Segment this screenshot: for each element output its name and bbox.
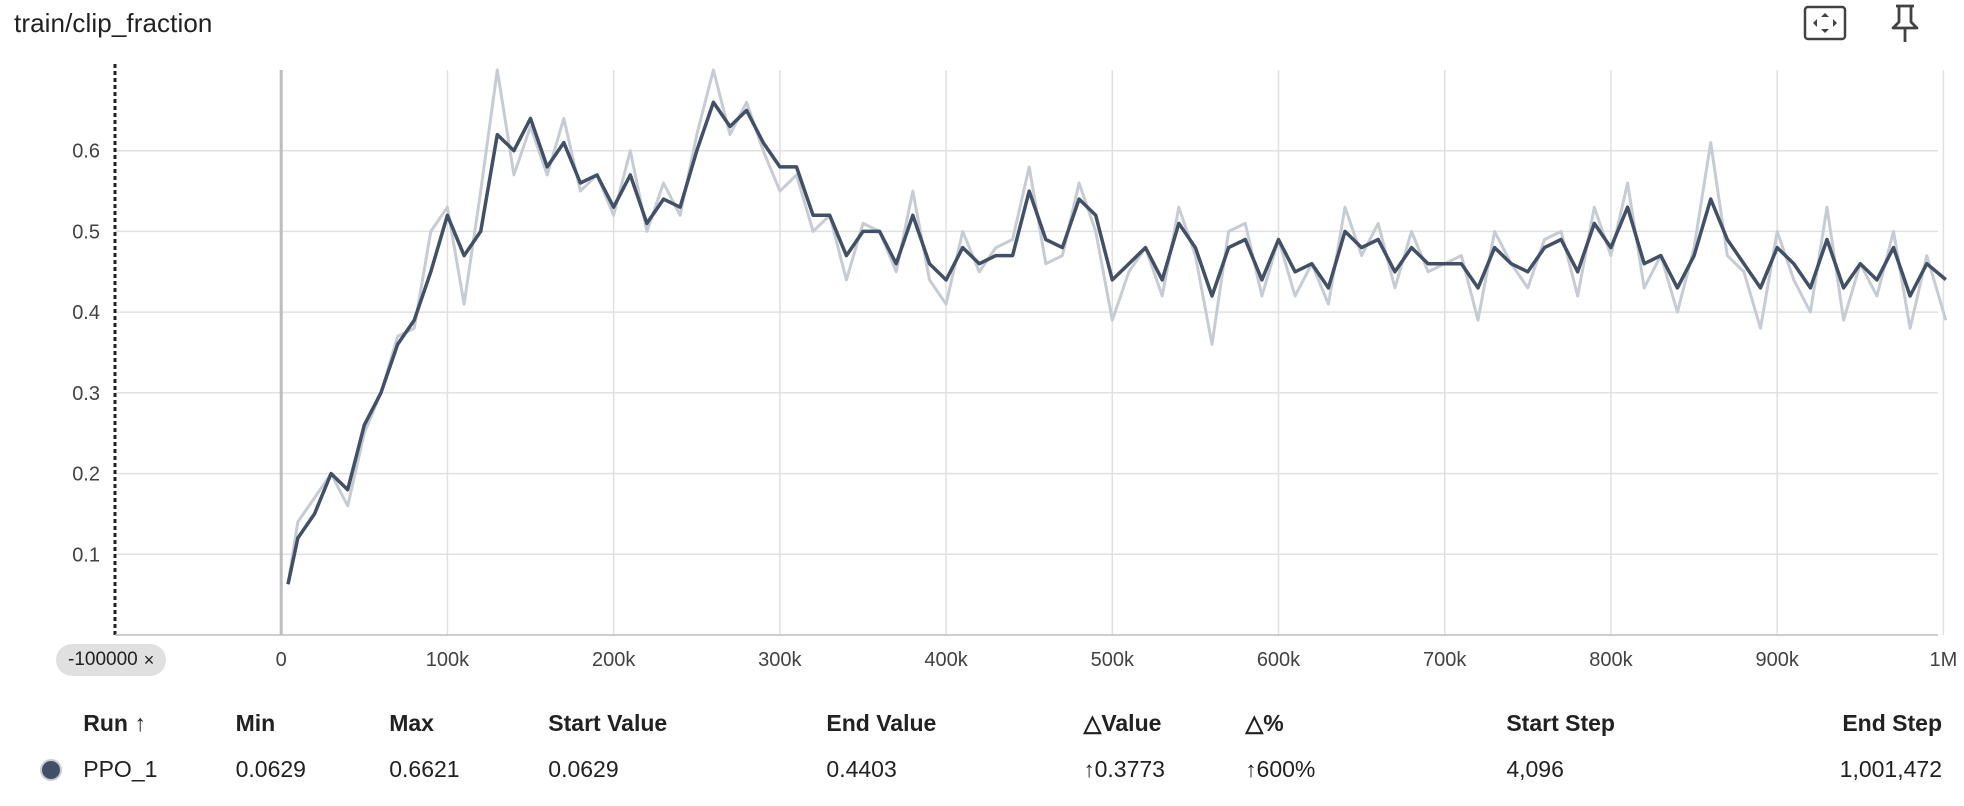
chart-title: train/clip_fraction xyxy=(14,8,213,38)
fit-to-screen-icon xyxy=(1803,5,1847,41)
line-chart[interactable]: 0.1 0.2 0.3 0.4 0.5 0.6 0 100k 200k 300k 400k 500k 6… xyxy=(0,60,1964,680)
x-tick-label: 700k xyxy=(1423,649,1467,671)
header-end-value[interactable]: End Value xyxy=(826,709,937,736)
cell-end-step: 1,001,472 xyxy=(1839,755,1942,782)
x-tick-label: 400k xyxy=(924,649,968,671)
cell-start-step: 4,096 xyxy=(1506,755,1564,782)
table-header-row: Run ↑ Min Max Start Value End Value △Val… xyxy=(0,700,1964,746)
x-tick-label: 100k xyxy=(426,649,470,671)
x-tick-label: 300k xyxy=(758,649,802,671)
range-chip-label: -100000 xyxy=(68,649,138,670)
header-max[interactable]: Max xyxy=(389,709,434,736)
y-tick-label: 0.3 xyxy=(72,383,100,405)
header-delta-value[interactable]: △Value xyxy=(1083,709,1162,736)
x-tick-label: 0 xyxy=(276,649,287,671)
cell-end-value: 0.4403 xyxy=(826,755,897,782)
table-row[interactable]: PPO_1 0.0629 0.6621 0.0629 0.4403 ↑0.377… xyxy=(0,746,1964,792)
run-color-swatch xyxy=(39,759,62,782)
header-end-step[interactable]: End Step xyxy=(1842,709,1942,736)
y-tick-label: 0.5 xyxy=(72,221,100,243)
y-tick-label: 0.1 xyxy=(72,544,100,566)
delta-value-text: 0.3773 xyxy=(1094,755,1165,782)
close-icon[interactable]: × xyxy=(143,649,155,670)
pin-button[interactable] xyxy=(1880,0,1930,46)
delta-pct-text: 600% xyxy=(1256,755,1316,782)
y-tick-label: 0.6 xyxy=(72,141,100,163)
header-delta-pct[interactable]: △% xyxy=(1245,709,1284,736)
header-min[interactable]: Min xyxy=(235,709,276,736)
header-start-step[interactable]: Start Step xyxy=(1506,709,1615,736)
cell-min: 0.0629 xyxy=(235,755,306,782)
cell-run: PPO_1 xyxy=(83,755,158,782)
y-tick-label: 0.4 xyxy=(72,302,100,324)
cell-delta-pct: ↑600% xyxy=(1246,746,1507,792)
cell-max: 0.6621 xyxy=(389,755,460,782)
x-tick-label: 1M xyxy=(1929,649,1957,671)
x-tick-label: 500k xyxy=(1091,649,1135,671)
cell-start-value: 0.0629 xyxy=(548,755,619,782)
x-tick-label: 200k xyxy=(592,649,636,671)
x-tick-label: 800k xyxy=(1589,649,1633,671)
runs-table: Run ↑ Min Max Start Value End Value △Val… xyxy=(0,700,1964,792)
series-line-raw[interactable] xyxy=(286,68,1948,585)
pin-icon xyxy=(1891,4,1919,42)
arrow-up-icon: ↑ xyxy=(1245,756,1257,782)
header-start-value[interactable]: Start Value xyxy=(548,709,668,736)
range-chip[interactable]: -100000 × xyxy=(56,644,167,676)
y-tick-label: 0.2 xyxy=(72,464,100,486)
fit-to-screen-button[interactable] xyxy=(1800,0,1850,46)
x-tick-label: 900k xyxy=(1755,649,1799,671)
series-line-smoothed[interactable] xyxy=(286,100,1947,585)
arrow-up-icon: ↑ xyxy=(1083,756,1095,782)
header-run[interactable]: Run ↑ xyxy=(83,709,146,736)
x-tick-label: 600k xyxy=(1257,649,1301,671)
cell-delta-value: ↑0.3773 xyxy=(1084,746,1246,792)
